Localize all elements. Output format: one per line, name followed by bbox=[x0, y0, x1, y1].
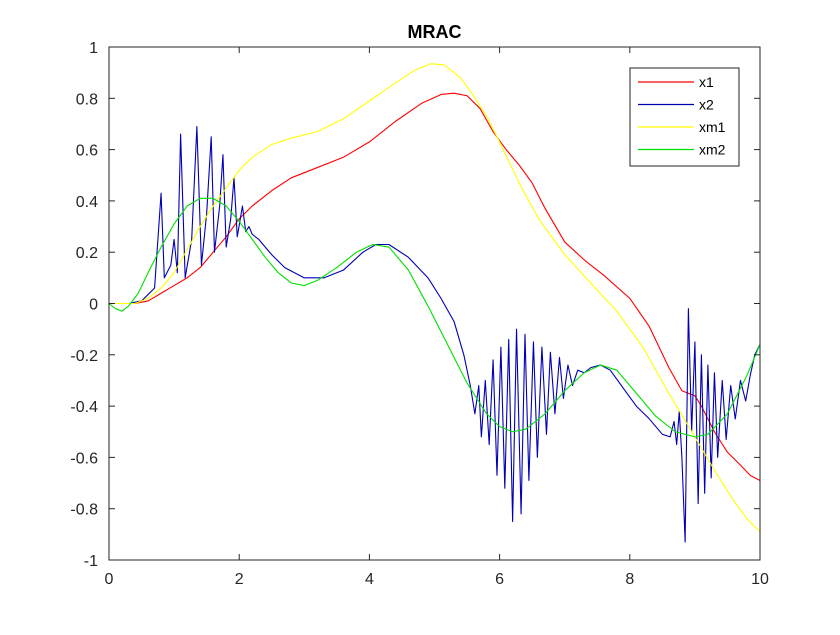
y-tick-label: 0 bbox=[89, 297, 98, 314]
legend-label-x1: x1 bbox=[699, 74, 714, 90]
y-tick-label: 0.4 bbox=[76, 194, 98, 211]
x-tick-label: 10 bbox=[751, 571, 769, 588]
series-line-xm2 bbox=[108, 197, 761, 438]
x-tick-label: 0 bbox=[105, 571, 114, 588]
legend: x1 x2 xm1 xm2 bbox=[629, 67, 740, 167]
y-tick-label: -0.6 bbox=[70, 450, 98, 467]
legend-label-xm1: xm1 bbox=[699, 119, 726, 135]
y-tick-label: 0.2 bbox=[76, 245, 98, 262]
series-line-x1 bbox=[109, 92, 761, 481]
y-tick-label: -0.4 bbox=[70, 399, 98, 416]
y-tick-label: -1 bbox=[84, 553, 98, 570]
chart-title: MRAC bbox=[408, 22, 462, 42]
y-tick-label: 1 bbox=[89, 40, 98, 57]
series-line-x2 bbox=[109, 125, 761, 543]
x-tick-label: 8 bbox=[625, 571, 634, 588]
series-layer bbox=[108, 63, 761, 543]
x-tick-label: 4 bbox=[365, 571, 374, 588]
x-tick-label: 2 bbox=[235, 571, 244, 588]
y-tick-label: 0.6 bbox=[76, 143, 98, 160]
legend-label-xm2: xm2 bbox=[699, 142, 726, 158]
y-tick-label: -0.2 bbox=[70, 348, 98, 365]
y-tick-label: -0.8 bbox=[70, 502, 98, 519]
series-line-xm1 bbox=[109, 63, 761, 533]
axes-layer: 0 2 4 6 8 10 -1 -0.8 -0.6 -0.4 -0.2 0 0.2 0.4 0.6 0.8 1 bbox=[70, 40, 769, 588]
legend-label-x2: x2 bbox=[699, 97, 714, 113]
y-tick-label: 0.8 bbox=[76, 91, 98, 108]
x-tick-label: 6 bbox=[495, 571, 504, 588]
